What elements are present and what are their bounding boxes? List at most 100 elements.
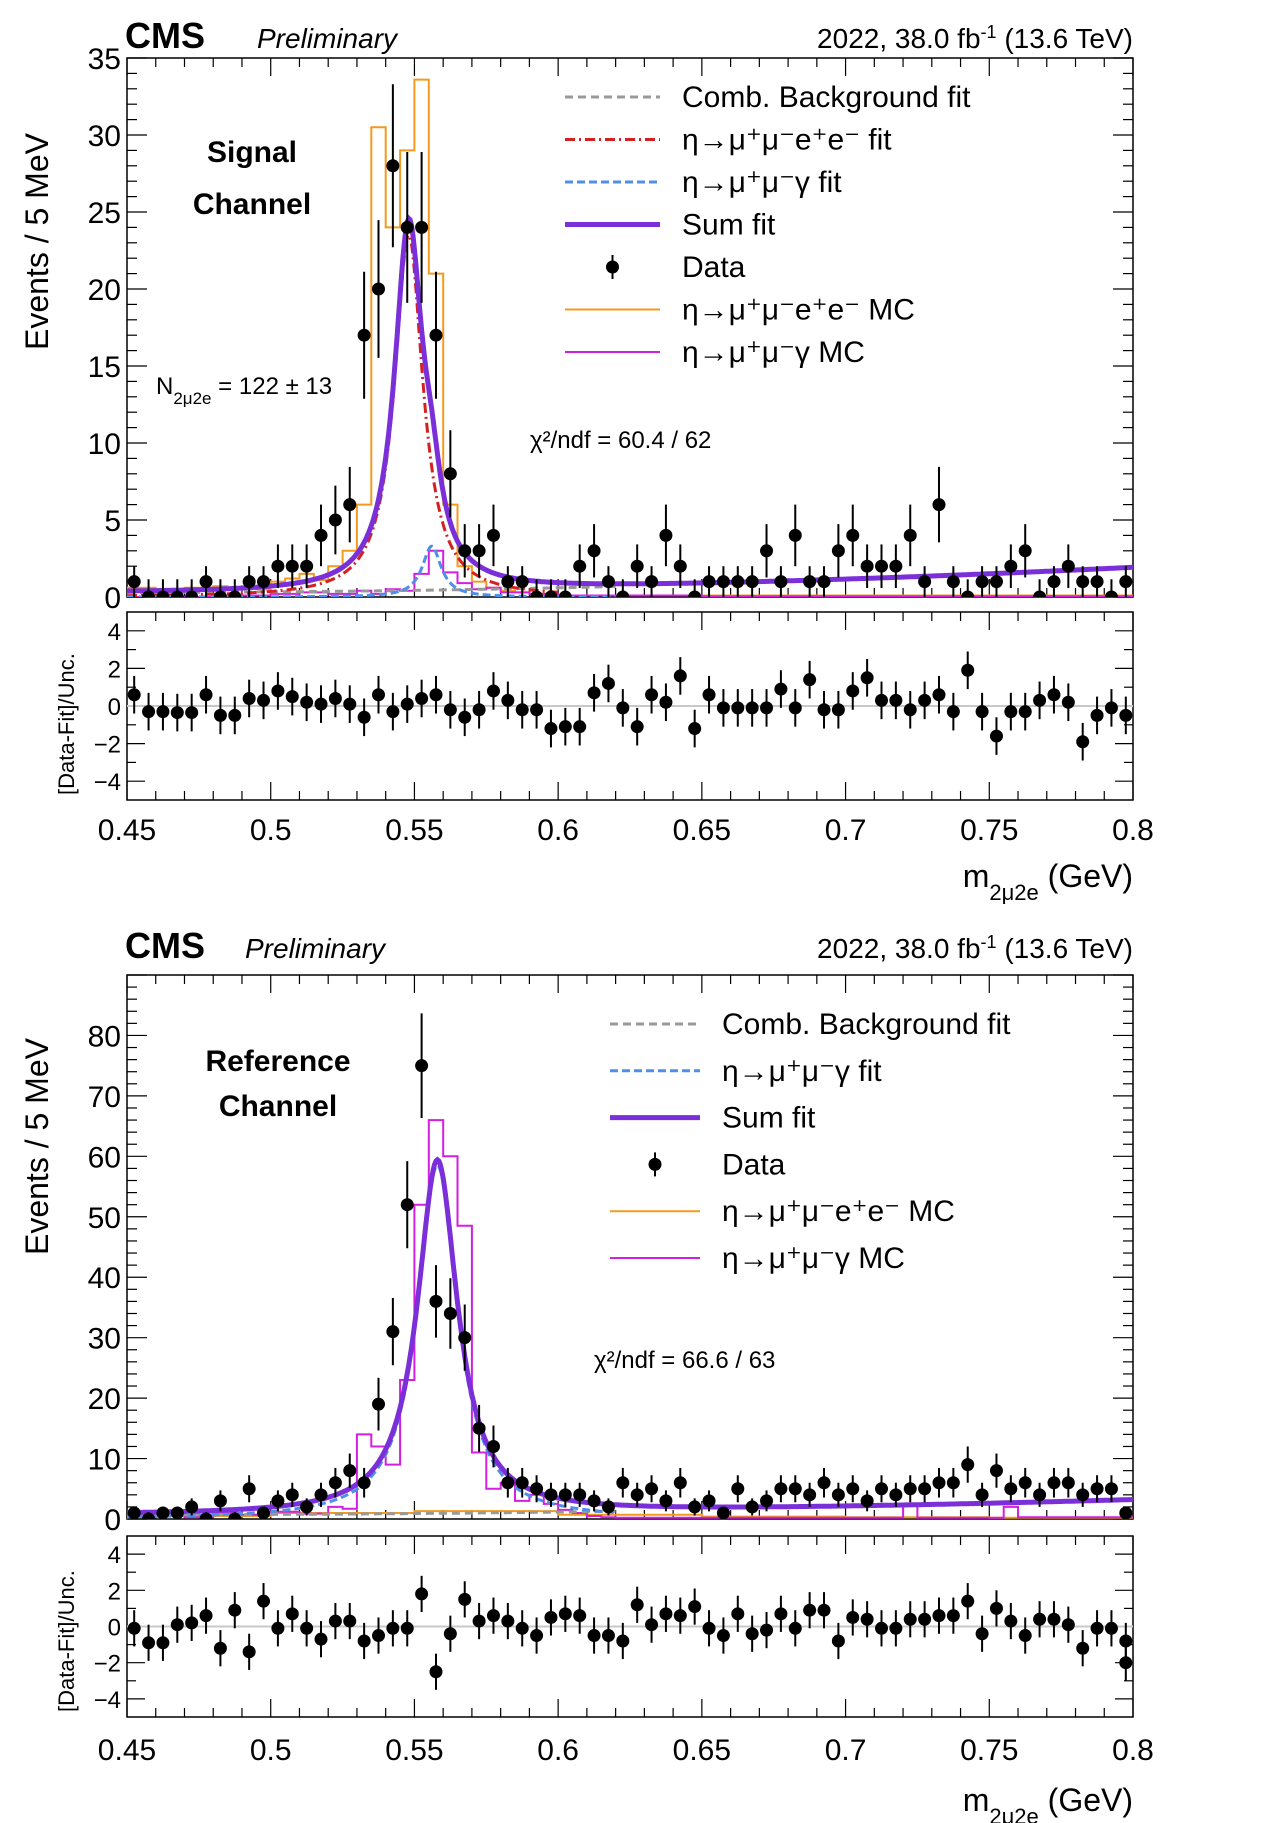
residual-point [544,1610,558,1624]
residual-point [946,1609,960,1623]
legend: Comb. Background fit η→μ⁺μ⁻γ fit Sum fit Da… [610,1008,1011,1275]
data-point [127,1506,141,1519]
data-point [616,1476,630,1490]
residual-point [486,1609,500,1623]
residual-point [415,691,429,705]
residual-point [875,1621,888,1635]
residual-point [630,720,644,734]
data-point [716,1506,730,1519]
data-point [357,1476,371,1490]
residual-point [156,705,170,719]
plot-frame [126,974,1134,1520]
residual-point [515,703,529,717]
plot-frame [126,57,1134,598]
x-axis-main: m [963,1782,990,1818]
x-tick-label: 0.8 [1112,1734,1154,1767]
residual-point [573,1609,587,1623]
data-point [1004,559,1018,573]
residual-point [616,701,630,715]
x-axis-sub: 2μ2e [989,880,1038,905]
data-point [932,1476,946,1490]
channel-label-line2: Channel [193,188,311,221]
data-point [343,498,357,512]
residual-point [1018,1629,1032,1643]
data-point [544,590,558,597]
data-point [831,544,845,558]
data-point [443,1306,457,1320]
data-point [429,1294,443,1308]
x-axis-unit: (GeV) [1039,858,1133,894]
residual-point [213,708,227,722]
residual-point [544,722,558,736]
data-point [228,590,242,597]
data-point [918,575,932,589]
residual-point [673,1609,687,1623]
legend-label: η→μ⁺μ⁻e⁺e⁻ MC [722,1195,955,1228]
residual-point [1004,705,1018,719]
data-point [458,1331,472,1345]
residual-point [860,671,874,685]
data-point [400,1198,414,1212]
residual-point [817,703,831,717]
residual-point [975,705,989,719]
data-point [702,575,716,589]
data-point [860,559,874,573]
legend-label: Comb. Background fit [722,1008,1011,1041]
chi2-label: χ²/ndf = 60.4 / 62 [530,427,711,454]
y-tick-label: 40 [88,1262,121,1295]
lumi-sup: -1 [981,22,997,42]
residual-point [257,1594,271,1608]
data-point [170,1506,184,1519]
residual-point [458,710,472,724]
residual-point [242,1645,256,1659]
legend-label: Comb. Background fit [682,81,971,114]
legend: Comb. Background fit η→μ⁺μ⁻e⁺e⁻ fit η→μ⁺μ⁻… [565,81,971,369]
residual-point [601,1629,615,1643]
residual-point [486,684,500,698]
residual-point [774,1607,788,1621]
residual-point [573,720,587,734]
data-point [788,1482,802,1496]
residual-point [558,1607,572,1621]
ratio-tick-label: −2 [94,1651,121,1678]
residual-point [702,688,716,702]
residual-point [817,1603,831,1617]
mc-2mugamma-hist [127,1119,1133,1519]
residual-point [170,1618,184,1632]
energy-text: (13.6 TeV) [997,933,1133,964]
data-point [803,1488,817,1502]
data-point [1119,1506,1133,1519]
residual-point [1119,1656,1133,1670]
data-point [142,1512,156,1519]
data-point [1104,1482,1118,1496]
data-point [156,1506,170,1519]
residual-point [400,697,414,711]
x-tick-label: 0.6 [537,814,579,847]
data-point [328,513,342,527]
residual-point [788,701,802,715]
data-point [1061,1476,1075,1490]
data-point [1018,544,1032,558]
residual-point [1076,735,1090,749]
data-point [889,559,903,573]
data-point [1076,1488,1090,1502]
residual-point [300,1621,314,1635]
ratio-tick-label: 4 [108,1542,121,1569]
data-point [774,1482,788,1496]
y-tick-label: 30 [88,1323,121,1356]
data-point [400,220,414,234]
data-point [472,1421,486,1435]
ratio-y-axis-label: [Data-Fit]/Unc. [54,1570,79,1712]
legend-label: η→μ⁺μ⁻e⁺e⁻ fit [682,124,892,157]
data-point [688,590,702,597]
residual-point [127,688,141,702]
residual-point [903,1612,917,1626]
residual-point [587,686,601,700]
residual-point [314,697,328,711]
yield-sub: 2μ2e [173,389,211,408]
x-tick-label: 0.6 [537,1734,579,1767]
residual-point [242,691,256,705]
residual-point [1047,688,1061,702]
y-tick-label: 0 [104,1504,121,1537]
data-point [903,528,917,542]
